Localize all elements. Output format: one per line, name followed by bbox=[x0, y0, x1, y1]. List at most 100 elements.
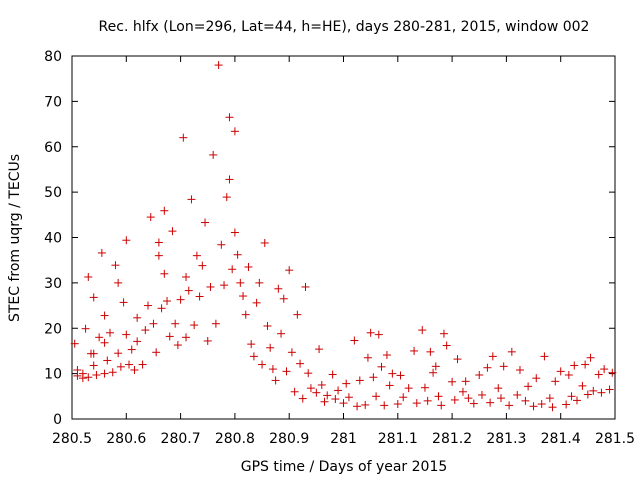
data-point bbox=[423, 396, 432, 405]
x-tick-label: 280.9 bbox=[269, 431, 309, 447]
data-point bbox=[439, 329, 448, 338]
x-tick-label: 280.5 bbox=[52, 431, 92, 447]
data-point bbox=[217, 240, 226, 249]
data-point bbox=[469, 399, 478, 408]
data-point bbox=[342, 379, 351, 388]
data-point bbox=[260, 238, 269, 247]
x-tick-label: 281.5 bbox=[595, 431, 635, 447]
data-point bbox=[92, 370, 101, 379]
data-point bbox=[176, 295, 185, 304]
data-point bbox=[434, 392, 443, 401]
data-point bbox=[279, 294, 288, 303]
data-point bbox=[315, 345, 324, 354]
data-point bbox=[488, 352, 497, 361]
data-point bbox=[312, 388, 321, 397]
data-point bbox=[545, 394, 554, 403]
data-point bbox=[154, 238, 163, 247]
data-point bbox=[353, 402, 362, 411]
data-point bbox=[73, 371, 82, 380]
data-point bbox=[187, 195, 196, 204]
data-point bbox=[255, 278, 264, 287]
data-point bbox=[160, 269, 169, 278]
x-tick-label: 281.3 bbox=[486, 431, 526, 447]
data-point bbox=[388, 369, 397, 378]
data-point bbox=[496, 394, 505, 403]
data-point bbox=[540, 352, 549, 361]
data-point bbox=[111, 261, 120, 270]
data-point bbox=[233, 250, 242, 259]
data-point bbox=[268, 365, 277, 374]
data-point bbox=[122, 236, 131, 245]
data-point bbox=[296, 359, 305, 368]
axis-ticks: 280.5 280.6 280.7 280.8 280.9 281 281.1 281.2 28… bbox=[44, 49, 635, 447]
data-point bbox=[483, 363, 492, 372]
data-point bbox=[380, 401, 389, 410]
data-point bbox=[89, 361, 98, 370]
data-point bbox=[605, 385, 614, 394]
data-point bbox=[399, 393, 408, 402]
data-point bbox=[323, 391, 332, 400]
data-point bbox=[537, 400, 546, 409]
data-point bbox=[426, 347, 435, 356]
data-point bbox=[206, 282, 215, 291]
data-point bbox=[382, 351, 391, 360]
data-point bbox=[374, 330, 383, 339]
data-point bbox=[116, 362, 125, 371]
data-point bbox=[230, 228, 239, 237]
data-point bbox=[179, 133, 188, 142]
y-tick-label: 70 bbox=[44, 94, 62, 110]
data-point bbox=[173, 341, 182, 350]
data-point bbox=[103, 356, 112, 365]
data-point bbox=[127, 345, 136, 354]
data-point bbox=[393, 400, 402, 409]
y-axis-label: STEC from uqrg / TECUs bbox=[7, 154, 23, 322]
data-point bbox=[298, 394, 307, 403]
data-point bbox=[108, 368, 117, 377]
data-point bbox=[114, 278, 123, 287]
data-point bbox=[513, 390, 522, 399]
data-point bbox=[458, 387, 467, 396]
data-point bbox=[258, 360, 267, 369]
data-point bbox=[521, 396, 530, 405]
data-point bbox=[239, 292, 248, 301]
chart-title: Rec. hlfx (Lon=296, Lat=44, h=HE), days … bbox=[99, 19, 590, 35]
data-point bbox=[249, 352, 258, 361]
data-point bbox=[290, 387, 299, 396]
data-point bbox=[529, 402, 538, 411]
y-tick-label: 60 bbox=[44, 140, 62, 156]
data-point bbox=[171, 319, 180, 328]
data-point bbox=[355, 376, 364, 385]
data-point bbox=[95, 333, 104, 342]
data-point bbox=[366, 328, 375, 337]
data-point bbox=[524, 382, 533, 391]
data-point bbox=[287, 348, 296, 357]
data-point bbox=[285, 266, 294, 275]
data-point bbox=[505, 401, 514, 410]
data-point bbox=[252, 298, 261, 307]
data-point bbox=[84, 373, 93, 382]
data-point bbox=[209, 150, 218, 159]
data-point bbox=[477, 390, 486, 399]
data-point bbox=[317, 380, 326, 389]
data-point bbox=[344, 393, 353, 402]
data-point bbox=[572, 396, 581, 405]
data-point bbox=[369, 373, 378, 382]
data-point bbox=[89, 293, 98, 302]
data-point bbox=[146, 213, 155, 222]
data-point bbox=[222, 193, 231, 202]
data-point bbox=[306, 384, 315, 393]
data-point bbox=[564, 370, 573, 379]
data-point bbox=[304, 369, 313, 378]
data-point bbox=[106, 328, 115, 337]
data-point bbox=[100, 311, 109, 320]
data-point bbox=[133, 337, 142, 346]
y-tick-label: 20 bbox=[44, 321, 62, 337]
data-point bbox=[589, 386, 598, 395]
data-point bbox=[363, 353, 372, 362]
data-point bbox=[507, 347, 516, 356]
data-point bbox=[420, 383, 429, 392]
data-point bbox=[475, 370, 484, 379]
data-point bbox=[266, 343, 275, 352]
data-point bbox=[331, 395, 340, 404]
